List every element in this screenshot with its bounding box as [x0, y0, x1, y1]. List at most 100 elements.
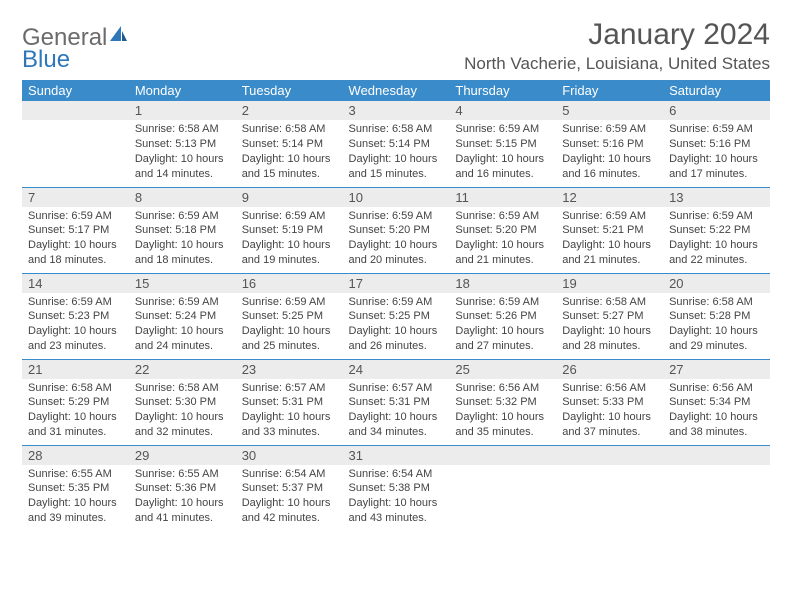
daylight-line: Daylight: 10 hours and 43 minutes. — [349, 497, 438, 524]
daylight-line: Daylight: 10 hours and 28 minutes. — [562, 325, 651, 352]
day-number: 22 — [129, 360, 236, 379]
day-cell: 19Sunrise: 6:58 AMSunset: 5:27 PMDayligh… — [556, 273, 663, 359]
sunset-line: Sunset: 5:15 PM — [455, 138, 536, 150]
day-cell: 25Sunrise: 6:56 AMSunset: 5:32 PMDayligh… — [449, 359, 556, 445]
sunrise-line: Sunrise: 6:59 AM — [242, 210, 326, 222]
sunrise-line: Sunrise: 6:59 AM — [669, 123, 753, 135]
day-cell: 21Sunrise: 6:58 AMSunset: 5:29 PMDayligh… — [22, 359, 129, 445]
sunrise-line: Sunrise: 6:59 AM — [28, 296, 112, 308]
day-cell: 12Sunrise: 6:59 AMSunset: 5:21 PMDayligh… — [556, 187, 663, 273]
day-cell: 20Sunrise: 6:58 AMSunset: 5:28 PMDayligh… — [663, 273, 770, 359]
day-number: 14 — [22, 274, 129, 293]
sunrise-line: Sunrise: 6:58 AM — [669, 296, 753, 308]
sunrise-line: Sunrise: 6:56 AM — [455, 382, 539, 394]
day-cell: 22Sunrise: 6:58 AMSunset: 5:30 PMDayligh… — [129, 359, 236, 445]
day-cell: 13Sunrise: 6:59 AMSunset: 5:22 PMDayligh… — [663, 187, 770, 273]
sunset-line: Sunset: 5:19 PM — [242, 224, 323, 236]
day-number: 23 — [236, 360, 343, 379]
day-cell: 9Sunrise: 6:59 AMSunset: 5:19 PMDaylight… — [236, 187, 343, 273]
sunrise-line: Sunrise: 6:59 AM — [455, 123, 539, 135]
sunset-line: Sunset: 5:14 PM — [349, 138, 430, 150]
day-details: Sunrise: 6:54 AMSunset: 5:37 PMDaylight:… — [236, 465, 343, 530]
weekday-header: Monday — [129, 80, 236, 101]
weekday-header: Friday — [556, 80, 663, 101]
day-details: Sunrise: 6:59 AMSunset: 5:19 PMDaylight:… — [236, 207, 343, 272]
day-details: Sunrise: 6:57 AMSunset: 5:31 PMDaylight:… — [343, 379, 450, 444]
day-details: Sunrise: 6:59 AMSunset: 5:16 PMDaylight:… — [556, 120, 663, 185]
day-cell: 30Sunrise: 6:54 AMSunset: 5:37 PMDayligh… — [236, 445, 343, 531]
day-number: 21 — [22, 360, 129, 379]
daylight-line: Daylight: 10 hours and 38 minutes. — [669, 411, 758, 438]
calendar-table: SundayMondayTuesdayWednesdayThursdayFrid… — [22, 80, 770, 531]
day-details: Sunrise: 6:56 AMSunset: 5:32 PMDaylight:… — [449, 379, 556, 444]
sunset-line: Sunset: 5:21 PM — [562, 224, 643, 236]
day-details: Sunrise: 6:56 AMSunset: 5:34 PMDaylight:… — [663, 379, 770, 444]
sunrise-line: Sunrise: 6:59 AM — [135, 210, 219, 222]
sunset-line: Sunset: 5:33 PM — [562, 396, 643, 408]
day-details: Sunrise: 6:58 AMSunset: 5:14 PMDaylight:… — [343, 120, 450, 185]
day-details: Sunrise: 6:55 AMSunset: 5:35 PMDaylight:… — [22, 465, 129, 530]
day-cell: 26 Sunrise: 6:56 AM Sunset: 5:33 PM Dayligh… — [556, 359, 663, 445]
day-number: 31 — [343, 446, 450, 465]
sunset-line: Sunset: 5:20 PM — [349, 224, 430, 236]
daylight-line: Daylight: 10 hours and 23 minutes. — [28, 325, 117, 352]
daylight-line: Daylight: 10 hours and 24 minutes. — [135, 325, 224, 352]
day-number: 7 — [22, 188, 129, 207]
sunrise-line: Sunrise: 6:55 AM — [135, 468, 219, 480]
day-number: 27 — [663, 360, 770, 379]
empty-cell — [663, 445, 770, 531]
weekday-header: Thursday — [449, 80, 556, 101]
day-number: 18 — [449, 274, 556, 293]
daylight-line: Daylight: 10 hours and 22 minutes. — [669, 239, 758, 266]
daylight-line: Daylight: 10 hours and 21 minutes. — [455, 239, 544, 266]
sunset-line: Sunset: 5:35 PM — [28, 482, 109, 494]
day-number: 6 — [663, 101, 770, 120]
day-number: 26 — [556, 360, 663, 379]
day-number: 9 — [236, 188, 343, 207]
sunrise-line: Sunrise: 6:59 AM — [669, 210, 753, 222]
day-details: Sunrise: 6:59 AMSunset: 5:16 PMDaylight:… — [663, 120, 770, 185]
sunrise-line: Sunrise: 6:58 AM — [562, 296, 646, 308]
day-cell: 6Sunrise: 6:59 AMSunset: 5:16 PMDaylight… — [663, 101, 770, 187]
sunrise-line: Sunrise: 6:59 AM — [349, 296, 433, 308]
daylight-line: Daylight: 10 hours and 41 minutes. — [135, 497, 224, 524]
month-title: January 2024 — [464, 18, 770, 52]
sunset-line: Sunset: 5:14 PM — [242, 138, 323, 150]
sunrise-line: Sunrise: 6:58 AM — [242, 123, 326, 135]
daylight-line: Daylight: 10 hours and 33 minutes. — [242, 411, 331, 438]
day-cell: 27Sunrise: 6:56 AMSunset: 5:34 PMDayligh… — [663, 359, 770, 445]
daylight-line: Daylight: 10 hours and 34 minutes. — [349, 411, 438, 438]
sunset-line: Sunset: 5:37 PM — [242, 482, 323, 494]
sunrise-line: Sunrise: 6:59 AM — [242, 296, 326, 308]
sunset-line: Sunset: 5:23 PM — [28, 310, 109, 322]
header: General January 2024 North Vacherie, Lou… — [22, 18, 770, 74]
sunset-line: Sunset: 5:20 PM — [455, 224, 536, 236]
day-cell: 14 Sunrise: 6:59 AM Sunset: 5:23 PM Dayligh… — [22, 273, 129, 359]
day-details: Sunrise: 6:59 AM Sunset: 5:20 PM Daylight:… — [449, 207, 556, 272]
day-cell: 4Sunrise: 6:59 AMSunset: 5:15 PMDaylight… — [449, 101, 556, 187]
sunset-line: Sunset: 5:29 PM — [28, 396, 109, 408]
day-number: 19 — [556, 274, 663, 293]
day-number: 30 — [236, 446, 343, 465]
daylight-line: Daylight: 10 hours and 37 minutes. — [562, 411, 651, 438]
sunset-line: Sunset: 5:31 PM — [349, 396, 430, 408]
sunset-line: Sunset: 5:31 PM — [242, 396, 323, 408]
day-number: 3 — [343, 101, 450, 120]
sunrise-line: Sunrise: 6:59 AM — [455, 210, 539, 222]
empty-cell — [22, 101, 129, 187]
day-cell: 28Sunrise: 6:55 AMSunset: 5:35 PMDayligh… — [22, 445, 129, 531]
day-details: Sunrise: 6:59 AMSunset: 5:26 PMDaylight:… — [449, 293, 556, 358]
sunrise-line: Sunrise: 6:59 AM — [455, 296, 539, 308]
day-cell: 18Sunrise: 6:59 AMSunset: 5:26 PMDayligh… — [449, 273, 556, 359]
sunrise-line: Sunrise: 6:56 AM — [562, 382, 646, 394]
sunrise-line: Sunrise: 6:57 AM — [242, 382, 326, 394]
day-number: 13 — [663, 188, 770, 207]
day-details: Sunrise: 6:59 AMSunset: 5:24 PMDaylight:… — [129, 293, 236, 358]
day-number: 10 — [343, 188, 450, 207]
daylight-line: Daylight: 10 hours and 27 minutes. — [455, 325, 544, 352]
logo-sail-icon — [107, 23, 129, 50]
day-cell: 8Sunrise: 6:59 AMSunset: 5:18 PMDaylight… — [129, 187, 236, 273]
day-cell: 15Sunrise: 6:59 AMSunset: 5:24 PMDayligh… — [129, 273, 236, 359]
daylight-line: Daylight: 10 hours and 16 minutes. — [455, 153, 544, 180]
day-cell: 7Sunrise: 6:59 AMSunset: 5:17 PMDaylight… — [22, 187, 129, 273]
